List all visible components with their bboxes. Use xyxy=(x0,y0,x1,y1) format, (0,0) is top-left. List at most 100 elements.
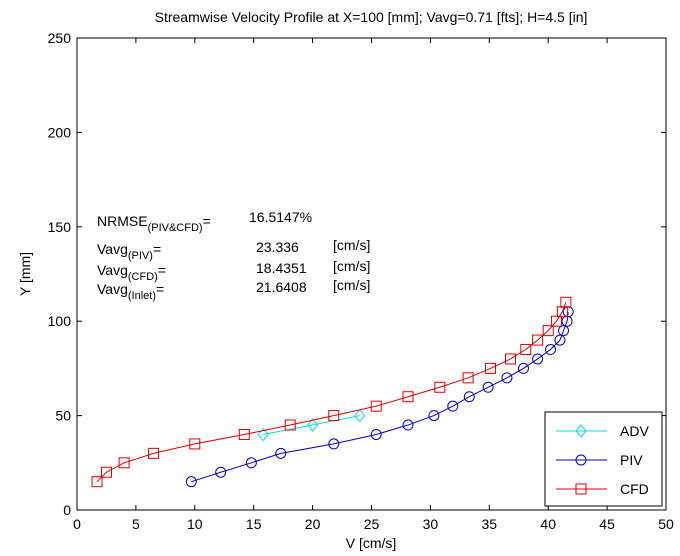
x-tick-label: 50 xyxy=(658,516,674,532)
y-tick-label: 0 xyxy=(63,502,71,518)
x-tick-label: 45 xyxy=(599,516,615,532)
series-line-piv xyxy=(191,311,569,483)
data-point-piv xyxy=(245,457,257,469)
legend-marker-cfd xyxy=(575,483,587,495)
data-point-cfd xyxy=(284,419,296,431)
data-point-cfd xyxy=(91,476,103,488)
nrmse-annotation: NRMSE(PIV&CFD)= xyxy=(97,213,211,234)
data-point-piv xyxy=(215,466,227,478)
vavg-equals: = xyxy=(156,281,164,297)
series-adv xyxy=(257,408,366,442)
series-line-adv xyxy=(263,415,360,435)
data-point-piv xyxy=(328,438,340,450)
data-point-piv xyxy=(463,391,475,403)
data-point-piv xyxy=(554,334,566,346)
x-tick-label: 25 xyxy=(364,516,380,532)
x-tick-label: 30 xyxy=(423,516,439,532)
data-point-piv xyxy=(501,372,513,384)
series-line-cfd xyxy=(96,302,567,483)
legend-box xyxy=(544,411,663,507)
data-point-cfd xyxy=(238,428,250,440)
x-tick-label: 0 xyxy=(73,516,81,532)
vavg-unit: [cm/s] xyxy=(333,277,370,293)
axis-ticks: 0 5 10 15 20 25 30 35 40 45 50 0 50 100 150 200 250 xyxy=(48,30,674,532)
nrmse-label: NRMSE xyxy=(97,213,148,229)
data-point-cfd xyxy=(189,438,201,450)
data-point-adv xyxy=(306,418,319,432)
legend-marker-adv xyxy=(575,424,587,438)
data-point-piv xyxy=(447,400,459,412)
vavg-equals: = xyxy=(158,262,166,278)
vavg-value: 23.336 xyxy=(256,239,299,255)
y-axis-label: Y [mm] xyxy=(17,252,33,296)
data-point-cfd xyxy=(484,362,496,374)
vavg-label: Vavg xyxy=(97,281,128,297)
x-tick-label: 40 xyxy=(540,516,556,532)
vavg-unit: [cm/s] xyxy=(333,237,370,253)
x-tick-label: 35 xyxy=(482,516,498,532)
data-point-piv xyxy=(428,410,440,422)
data-point-piv xyxy=(482,381,494,393)
y-tick-label: 200 xyxy=(48,124,72,140)
vavg-unit: [cm/s] xyxy=(333,258,370,274)
data-point-cfd xyxy=(556,306,568,318)
vavg-annotation: Vavg(CFD)= xyxy=(97,262,166,283)
data-point-cfd xyxy=(402,391,414,403)
x-tick-label: 20 xyxy=(305,516,321,532)
data-point-cfd xyxy=(328,410,340,422)
legend-marker-piv xyxy=(575,454,587,466)
vavg-annotation: Vavg(Inlet)= xyxy=(97,281,164,302)
nrmse-equals: = xyxy=(203,213,211,229)
data-point-piv xyxy=(545,344,557,356)
y-tick-label: 50 xyxy=(55,408,71,424)
data-point-cfd xyxy=(148,447,160,459)
y-tick-label: 150 xyxy=(48,219,72,235)
data-point-cfd xyxy=(560,296,572,308)
x-axis-label: V [cm/s] xyxy=(346,535,397,551)
x-tick-label: 10 xyxy=(187,516,203,532)
vavg-subscript: (CFD) xyxy=(128,271,158,283)
legend-item-adv: ADV xyxy=(556,423,649,439)
data-point-adv xyxy=(257,427,269,442)
x-tick-label: 15 xyxy=(246,516,262,532)
data-point-piv xyxy=(558,325,570,337)
data-point-cfd xyxy=(542,325,554,337)
legend-label-cfd: CFD xyxy=(620,481,649,497)
data-point-piv xyxy=(402,419,414,431)
data-point-piv xyxy=(275,447,287,459)
annotation-block: NRMSE(PIV&CFD)= 16.5147%Vavg(PIV)= 23.336[… xyxy=(97,209,370,302)
data-point-piv xyxy=(185,476,197,488)
data-point-cfd xyxy=(434,381,446,393)
vavg-label: Vavg xyxy=(97,241,128,257)
vavg-subscript: (PIV) xyxy=(128,250,153,262)
legend-label-adv: ADV xyxy=(620,423,649,439)
vavg-annotation: Vavg(PIV)= xyxy=(97,241,161,262)
data-point-cfd xyxy=(370,400,382,412)
vavg-subscript: (Inlet) xyxy=(128,290,156,302)
nrmse-subscript: (PIV&CFD) xyxy=(148,222,203,234)
legend-item-piv: PIV xyxy=(556,452,643,468)
data-point-cfd xyxy=(100,466,112,478)
nrmse-value: 16.5147% xyxy=(249,209,312,225)
data-point-adv xyxy=(354,408,366,423)
data-point-cfd xyxy=(462,372,474,384)
data-point-piv xyxy=(532,353,544,365)
y-tick-label: 100 xyxy=(48,313,72,329)
legend: ADV PIV CFD xyxy=(544,411,663,507)
y-tick-label: 250 xyxy=(48,30,72,46)
vavg-value: 18.4351 xyxy=(256,260,307,276)
data-point-cfd xyxy=(532,334,544,346)
series-piv xyxy=(185,306,574,488)
x-tick-label: 5 xyxy=(132,516,140,532)
data-point-piv xyxy=(562,306,574,318)
legend-label-piv: PIV xyxy=(620,452,643,468)
vavg-equals: = xyxy=(153,241,161,257)
data-point-cfd xyxy=(520,344,532,356)
vavg-value: 21.6408 xyxy=(256,279,307,295)
vavg-label: Vavg xyxy=(97,262,128,278)
data-point-cfd xyxy=(550,315,562,327)
data-point-cfd xyxy=(505,353,517,365)
legend-item-cfd: CFD xyxy=(556,481,649,497)
data-point-piv xyxy=(517,362,529,374)
